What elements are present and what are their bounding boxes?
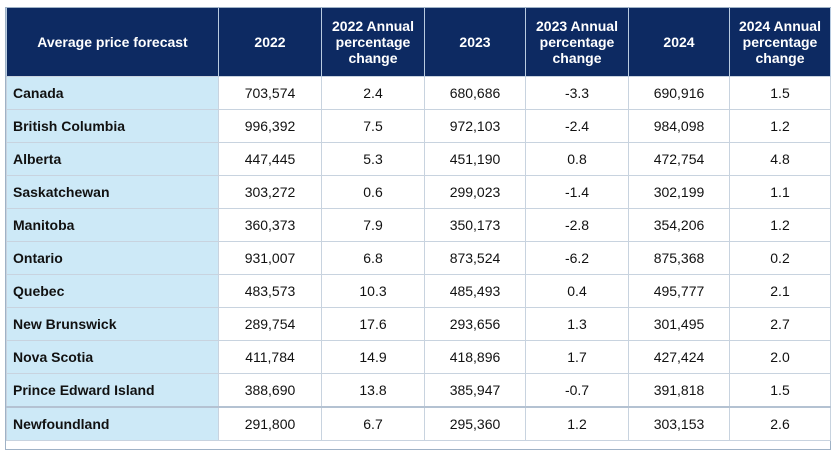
cell-change-2022: 7.5 [321, 109, 425, 143]
cell-change-2022: 14.9 [321, 340, 425, 374]
cell-change-2023: -2.4 [525, 109, 629, 143]
cell-price-2024: 472,754 [628, 142, 730, 176]
cell-price-2023: 873,524 [424, 241, 526, 275]
cell-change-2024: 1.5 [729, 76, 831, 110]
cell-region: Nova Scotia [6, 340, 219, 374]
cell-change-2023: -2.8 [525, 208, 629, 242]
cell-price-2022: 360,373 [218, 208, 322, 242]
cell-change-2022: 17.6 [321, 307, 425, 341]
cell-price-2024: 427,424 [628, 340, 730, 374]
table-row: Canada 703,574 2.4 680,686 -3.3 690,916 1.5 [6, 76, 831, 110]
table-row: Saskatchewan 303,272 0.6 299,023 -1.4 302,199… [6, 175, 831, 209]
cell-price-2024: 354,206 [628, 208, 730, 242]
header-2023: 2023 [424, 8, 526, 77]
cell-change-2023: -1.4 [525, 175, 629, 209]
cell-region: Prince Edward Island [6, 373, 219, 408]
cell-region: Ontario [6, 241, 219, 275]
cell-region: Saskatchewan [6, 175, 219, 209]
cell-region: Alberta [6, 142, 219, 176]
cell-price-2022: 447,445 [218, 142, 322, 176]
cell-region: Quebec [6, 274, 219, 308]
table-row: Newfoundland 291,800 6.7 295,360 1.2 303,153 2… [6, 406, 831, 441]
cell-change-2024: 1.5 [729, 373, 831, 408]
cell-change-2024: 2.7 [729, 307, 831, 341]
cell-price-2023: 385,947 [424, 373, 526, 408]
table-row: Ontario 931,007 6.8 873,524 -6.2 875,368 0.2 [6, 241, 831, 275]
price-forecast-table: Average price forecast 2022 2022 Annual … [6, 8, 831, 441]
cell-price-2023: 299,023 [424, 175, 526, 209]
cell-price-2024: 495,777 [628, 274, 730, 308]
cell-change-2022: 13.8 [321, 373, 425, 408]
table-header-row: Average price forecast 2022 2022 Annual … [6, 8, 831, 77]
cell-region: British Columbia [6, 109, 219, 143]
cell-price-2023: 972,103 [424, 109, 526, 143]
table-row: British Columbia 996,392 7.5 972,103 -2.4 984… [6, 109, 831, 143]
table-row: Nova Scotia 411,784 14.9 418,896 1.7 427,424 2… [6, 340, 831, 374]
cell-price-2022: 996,392 [218, 109, 322, 143]
cell-price-2024: 301,495 [628, 307, 730, 341]
cell-change-2024: 1.1 [729, 175, 831, 209]
cell-change-2024: 0.2 [729, 241, 831, 275]
header-2022: 2022 [218, 8, 322, 77]
cell-price-2023: 293,656 [424, 307, 526, 341]
cell-change-2023: -3.3 [525, 76, 629, 110]
cell-change-2023: 1.7 [525, 340, 629, 374]
cell-region: Newfoundland [6, 406, 219, 441]
cell-change-2022: 6.8 [321, 241, 425, 275]
cell-change-2023: -0.7 [525, 373, 629, 408]
cell-price-2022: 483,573 [218, 274, 322, 308]
cell-price-2022: 703,574 [218, 76, 322, 110]
header-region: Average price forecast [6, 8, 219, 77]
cell-change-2024: 2.1 [729, 274, 831, 308]
cell-change-2024: 2.0 [729, 340, 831, 374]
cell-price-2024: 875,368 [628, 241, 730, 275]
cell-price-2023: 680,686 [424, 76, 526, 110]
header-2024: 2024 [628, 8, 730, 77]
cell-price-2023: 418,896 [424, 340, 526, 374]
cell-change-2024: 1.2 [729, 208, 831, 242]
cell-price-2024: 303,153 [628, 406, 730, 441]
table-row: Alberta 447,445 5.3 451,190 0.8 472,754 4.8 [6, 142, 831, 176]
cell-region: New Brunswick [6, 307, 219, 341]
header-2024-change: 2024 Annual percentage change [729, 8, 831, 77]
table-row: Prince Edward Island 388,690 13.8 385,947 -0… [6, 373, 831, 408]
table-row: Manitoba 360,373 7.9 350,173 -2.8 354,206 1.2 [6, 208, 831, 242]
cell-change-2024: 2.6 [729, 406, 831, 441]
cell-price-2022: 388,690 [218, 373, 322, 408]
cell-price-2022: 289,754 [218, 307, 322, 341]
cell-price-2023: 350,173 [424, 208, 526, 242]
cell-price-2022: 303,272 [218, 175, 322, 209]
table-body: Canada 703,574 2.4 680,686 -3.3 690,916 1.5 Bri… [6, 76, 831, 441]
header-2022-change: 2022 Annual percentage change [321, 8, 425, 77]
cell-price-2022: 291,800 [218, 406, 322, 441]
cell-price-2024: 302,199 [628, 175, 730, 209]
cell-price-2024: 391,818 [628, 373, 730, 408]
cell-change-2022: 6.7 [321, 406, 425, 441]
cell-price-2023: 485,493 [424, 274, 526, 308]
cell-region: Manitoba [6, 208, 219, 242]
table-row: New Brunswick 289,754 17.6 293,656 1.3 301,49… [6, 307, 831, 341]
table-row: Quebec 483,573 10.3 485,493 0.4 495,777 2.1 [6, 274, 831, 308]
cell-change-2023: 0.4 [525, 274, 629, 308]
cell-change-2022: 5.3 [321, 142, 425, 176]
cell-price-2024: 690,916 [628, 76, 730, 110]
cell-change-2023: 0.8 [525, 142, 629, 176]
cell-price-2023: 295,360 [424, 406, 526, 441]
cell-change-2023: -6.2 [525, 241, 629, 275]
header-2023-change: 2023 Annual percentage change [525, 8, 629, 77]
cell-price-2023: 451,190 [424, 142, 526, 176]
cell-change-2022: 2.4 [321, 76, 425, 110]
cell-change-2022: 0.6 [321, 175, 425, 209]
cell-change-2023: 1.2 [525, 406, 629, 441]
cell-price-2022: 931,007 [218, 241, 322, 275]
cell-change-2024: 1.2 [729, 109, 831, 143]
cell-region: Canada [6, 76, 219, 110]
cell-price-2024: 984,098 [628, 109, 730, 143]
cell-change-2022: 10.3 [321, 274, 425, 308]
cell-change-2024: 4.8 [729, 142, 831, 176]
cell-price-2022: 411,784 [218, 340, 322, 374]
cell-change-2023: 1.3 [525, 307, 629, 341]
cell-change-2022: 7.9 [321, 208, 425, 242]
